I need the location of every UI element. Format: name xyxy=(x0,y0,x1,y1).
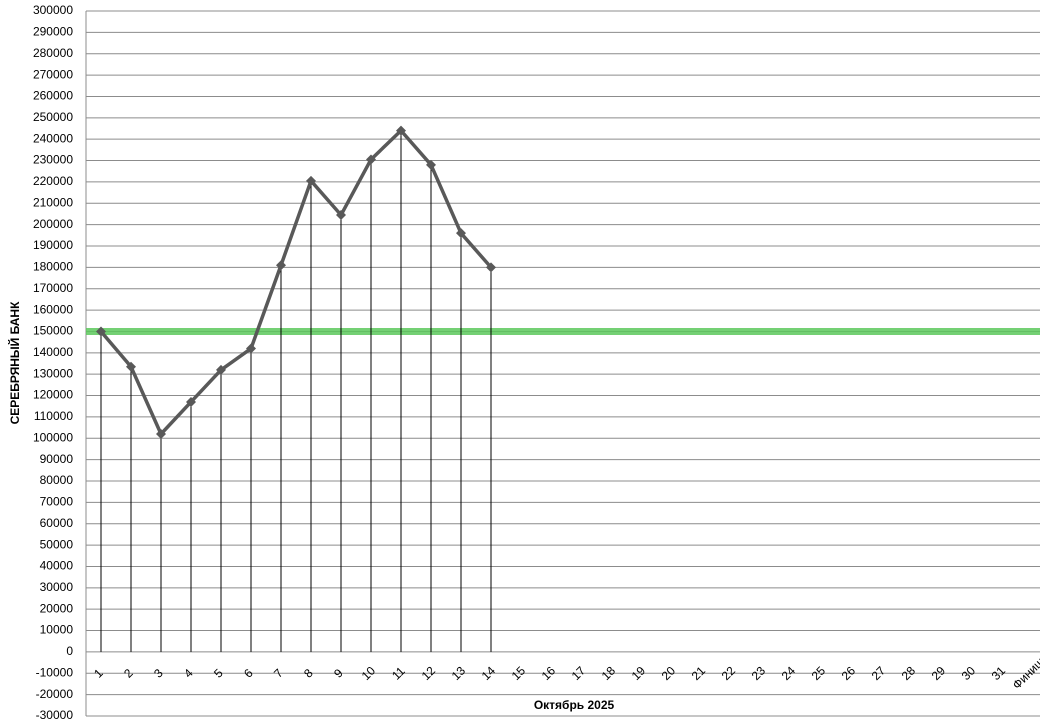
y-tick-label: 40000 xyxy=(40,559,74,573)
x-tick-label: 30 xyxy=(959,663,979,683)
y-tick-label: 250000 xyxy=(33,110,73,124)
y-tick-label: 30000 xyxy=(40,580,74,594)
y-tick-label: 20000 xyxy=(40,601,74,615)
x-tick-label: 14 xyxy=(479,663,499,683)
x-tick-label: 12 xyxy=(419,663,439,683)
marker xyxy=(336,210,346,221)
y-tick-label: 270000 xyxy=(33,67,73,81)
y-tick-label: 80000 xyxy=(40,473,74,487)
y-tick-label: 100000 xyxy=(33,430,73,444)
y-tick-label: 60000 xyxy=(40,516,74,530)
x-axis-label: Октябрь 2025 xyxy=(534,698,615,712)
marker xyxy=(306,175,316,186)
y-tick-label: -30000 xyxy=(36,708,74,722)
x-tick-label: 24 xyxy=(779,663,799,683)
y-tick-label: -10000 xyxy=(36,665,74,679)
x-tick-label: 19 xyxy=(629,663,649,683)
y-tick-label: 190000 xyxy=(33,238,73,252)
marker xyxy=(96,326,106,337)
y-tick-label: 130000 xyxy=(33,366,73,380)
y-tick-label: 10000 xyxy=(40,623,74,637)
x-tick-label: 17 xyxy=(569,663,589,683)
series-line xyxy=(99,128,493,436)
x-tick-label: 20 xyxy=(659,663,679,683)
marker xyxy=(396,125,406,136)
x-tick-label: 21 xyxy=(689,663,709,683)
marker xyxy=(456,228,466,239)
y-tick-label: 150000 xyxy=(33,324,73,338)
x-tick-label: 23 xyxy=(749,663,769,683)
y-tick-label: 120000 xyxy=(33,388,73,402)
y-tick-label: 280000 xyxy=(33,46,73,60)
y-tick-label: 180000 xyxy=(33,260,73,274)
x-tick-label: 26 xyxy=(839,663,859,683)
y-tick-label: 160000 xyxy=(33,302,73,316)
y-tick-label: 300000 xyxy=(33,3,73,17)
y-tick-label: 240000 xyxy=(33,131,73,145)
marker xyxy=(486,262,496,273)
marker xyxy=(366,154,376,165)
x-tick-label: 11 xyxy=(389,664,408,683)
y-tick-label: 0 xyxy=(66,644,73,658)
marker xyxy=(276,260,286,271)
y-tick-label: 140000 xyxy=(33,345,73,359)
x-tick-label: 10 xyxy=(359,663,379,683)
y-tick-label: 210000 xyxy=(33,195,73,209)
y-tick-label: 220000 xyxy=(33,174,73,188)
y-tick-label: 230000 xyxy=(33,153,73,167)
marker xyxy=(126,361,136,372)
y-tick-label: 200000 xyxy=(33,217,73,231)
y-tick-label: 260000 xyxy=(33,89,73,103)
y-tick-label: 70000 xyxy=(40,495,74,509)
x-tick-label: 13 xyxy=(449,663,469,683)
y-tick-label: 50000 xyxy=(40,537,74,551)
x-tick-label: 15 xyxy=(509,663,529,683)
y-axis-label: СЕРЕБРЯНЫЙ БАНК xyxy=(7,301,22,425)
marker xyxy=(156,429,166,439)
x-tick-label: 31 xyxy=(989,663,1009,683)
y-tick-label: -20000 xyxy=(36,687,74,701)
marker xyxy=(246,343,256,354)
x-tick-label: 25 xyxy=(809,663,829,683)
marker xyxy=(426,159,436,170)
x-tick-label: 16 xyxy=(539,663,559,683)
x-tick-label: 18 xyxy=(599,663,619,683)
x-tick-label: 27 xyxy=(869,663,889,683)
marker xyxy=(216,364,226,375)
marker xyxy=(186,396,196,407)
y-tick-label: 90000 xyxy=(40,452,74,466)
x-tick-label: 29 xyxy=(929,663,949,683)
y-tick-label: 110000 xyxy=(34,409,73,423)
y-tick-label: 170000 xyxy=(33,281,73,295)
x-tick-label: 22 xyxy=(719,663,739,683)
x-tick-label: 28 xyxy=(899,663,919,683)
y-tick-label: 290000 xyxy=(33,25,73,39)
